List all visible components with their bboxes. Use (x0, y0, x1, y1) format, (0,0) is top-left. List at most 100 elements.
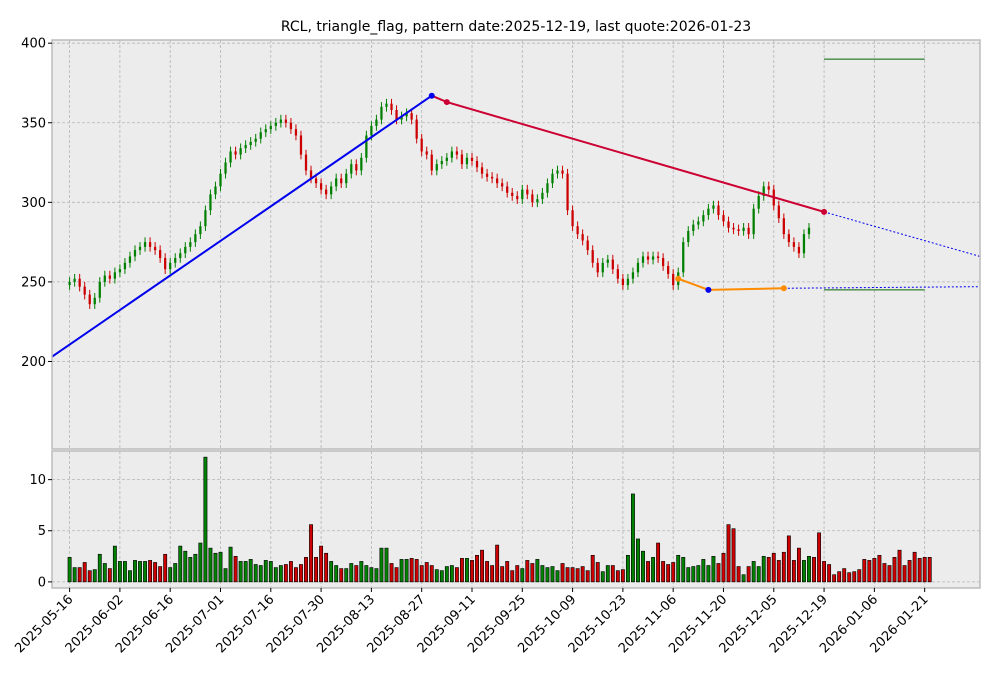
candle-body (511, 192, 514, 196)
candle-body (340, 178, 343, 184)
candle-body (717, 205, 720, 216)
volume-bar (631, 493, 635, 583)
volume-bar (97, 553, 102, 583)
volume-bar (314, 557, 318, 583)
candle-body (521, 189, 524, 200)
volume-bar (756, 566, 761, 583)
volume-bar (595, 562, 600, 583)
volume-bar (198, 542, 203, 583)
volume-bar (158, 566, 163, 583)
volume-bar (711, 556, 716, 583)
volume-bar (731, 528, 736, 583)
candle-body (194, 234, 197, 243)
candle-body (536, 199, 539, 203)
volume-bar (827, 564, 832, 583)
candle-body (164, 258, 167, 270)
candle-body (430, 154, 433, 171)
volume-bar (364, 565, 369, 583)
candle-body (254, 138, 257, 142)
candle-body (460, 154, 464, 165)
candle-body (189, 242, 192, 247)
candle-body (380, 106, 383, 120)
candle-body (405, 113, 408, 117)
candle-body (807, 227, 811, 235)
volume-bar (429, 565, 434, 583)
volume-bar (832, 574, 837, 583)
candle-body (611, 259, 614, 270)
volume-bar (424, 562, 429, 583)
volume-bar (585, 570, 590, 583)
volume-bar (173, 563, 178, 583)
candle-body (294, 129, 298, 136)
candle-body (224, 162, 227, 174)
volume-bar (510, 570, 515, 583)
volume-bar (575, 568, 580, 583)
volume-bar (77, 567, 82, 583)
volume-bar (615, 570, 620, 583)
volume-bar (570, 567, 575, 583)
volume-bar (299, 564, 303, 583)
volume-bar (912, 551, 917, 583)
volume-bar (781, 551, 786, 583)
volume-bar (555, 570, 560, 583)
candle-body (661, 258, 665, 266)
volume-y-tick-label: 0 (38, 575, 46, 590)
price-panel-background (52, 40, 980, 449)
candle-body (566, 173, 569, 211)
candle-body (485, 173, 489, 177)
volume-bar (82, 562, 87, 583)
candle-body (425, 151, 428, 155)
volume-bar (349, 563, 354, 583)
candle-body (375, 119, 378, 126)
candle-body (128, 256, 132, 263)
volume-bar (404, 559, 409, 583)
candle-body (455, 151, 459, 155)
volume-bar (812, 557, 816, 583)
volume-bar (475, 554, 479, 583)
candle-body (239, 148, 242, 155)
candle-body (516, 195, 519, 200)
volume-bar (786, 535, 791, 583)
candle-body (249, 141, 252, 146)
volume-bar (304, 557, 308, 583)
candle-body (742, 227, 745, 231)
volume-bar (580, 566, 585, 583)
candle-body (727, 221, 730, 228)
candle-body (682, 242, 685, 273)
candle-body (601, 262, 604, 273)
candle-body (123, 262, 127, 270)
volume-bar (671, 562, 676, 583)
volume-bar (666, 564, 671, 583)
price-y-tick-label: 350 (21, 116, 46, 131)
volume-bar (877, 554, 882, 583)
volume-bar (721, 552, 726, 583)
volume-bar (636, 538, 640, 583)
volume-bar (399, 559, 404, 583)
pattern-point-marker (675, 275, 682, 282)
volume-bar (419, 565, 424, 583)
volume-bar (294, 567, 298, 583)
candle-body (581, 234, 584, 241)
candle-body (737, 229, 740, 231)
candle-body (586, 240, 589, 251)
candle-body (360, 157, 363, 171)
candle-body (410, 113, 413, 120)
pattern-line (823, 211, 981, 257)
volume-bar (243, 561, 248, 583)
candle-body (103, 275, 106, 282)
candle-body (450, 151, 454, 158)
volume-bar (706, 565, 711, 583)
candle-body (757, 195, 760, 209)
candle-body (264, 129, 267, 133)
candle-body (797, 246, 801, 254)
volume-bar (565, 567, 570, 583)
volume-bar (525, 560, 530, 583)
candle-body (93, 297, 96, 305)
volume-bar (500, 566, 505, 583)
volume-bar (329, 561, 334, 583)
candle-body (687, 230, 690, 243)
volume-bar (233, 556, 238, 583)
volume-bar (414, 559, 419, 583)
price-panel-frame (51, 39, 981, 450)
volume-bar (334, 565, 339, 583)
